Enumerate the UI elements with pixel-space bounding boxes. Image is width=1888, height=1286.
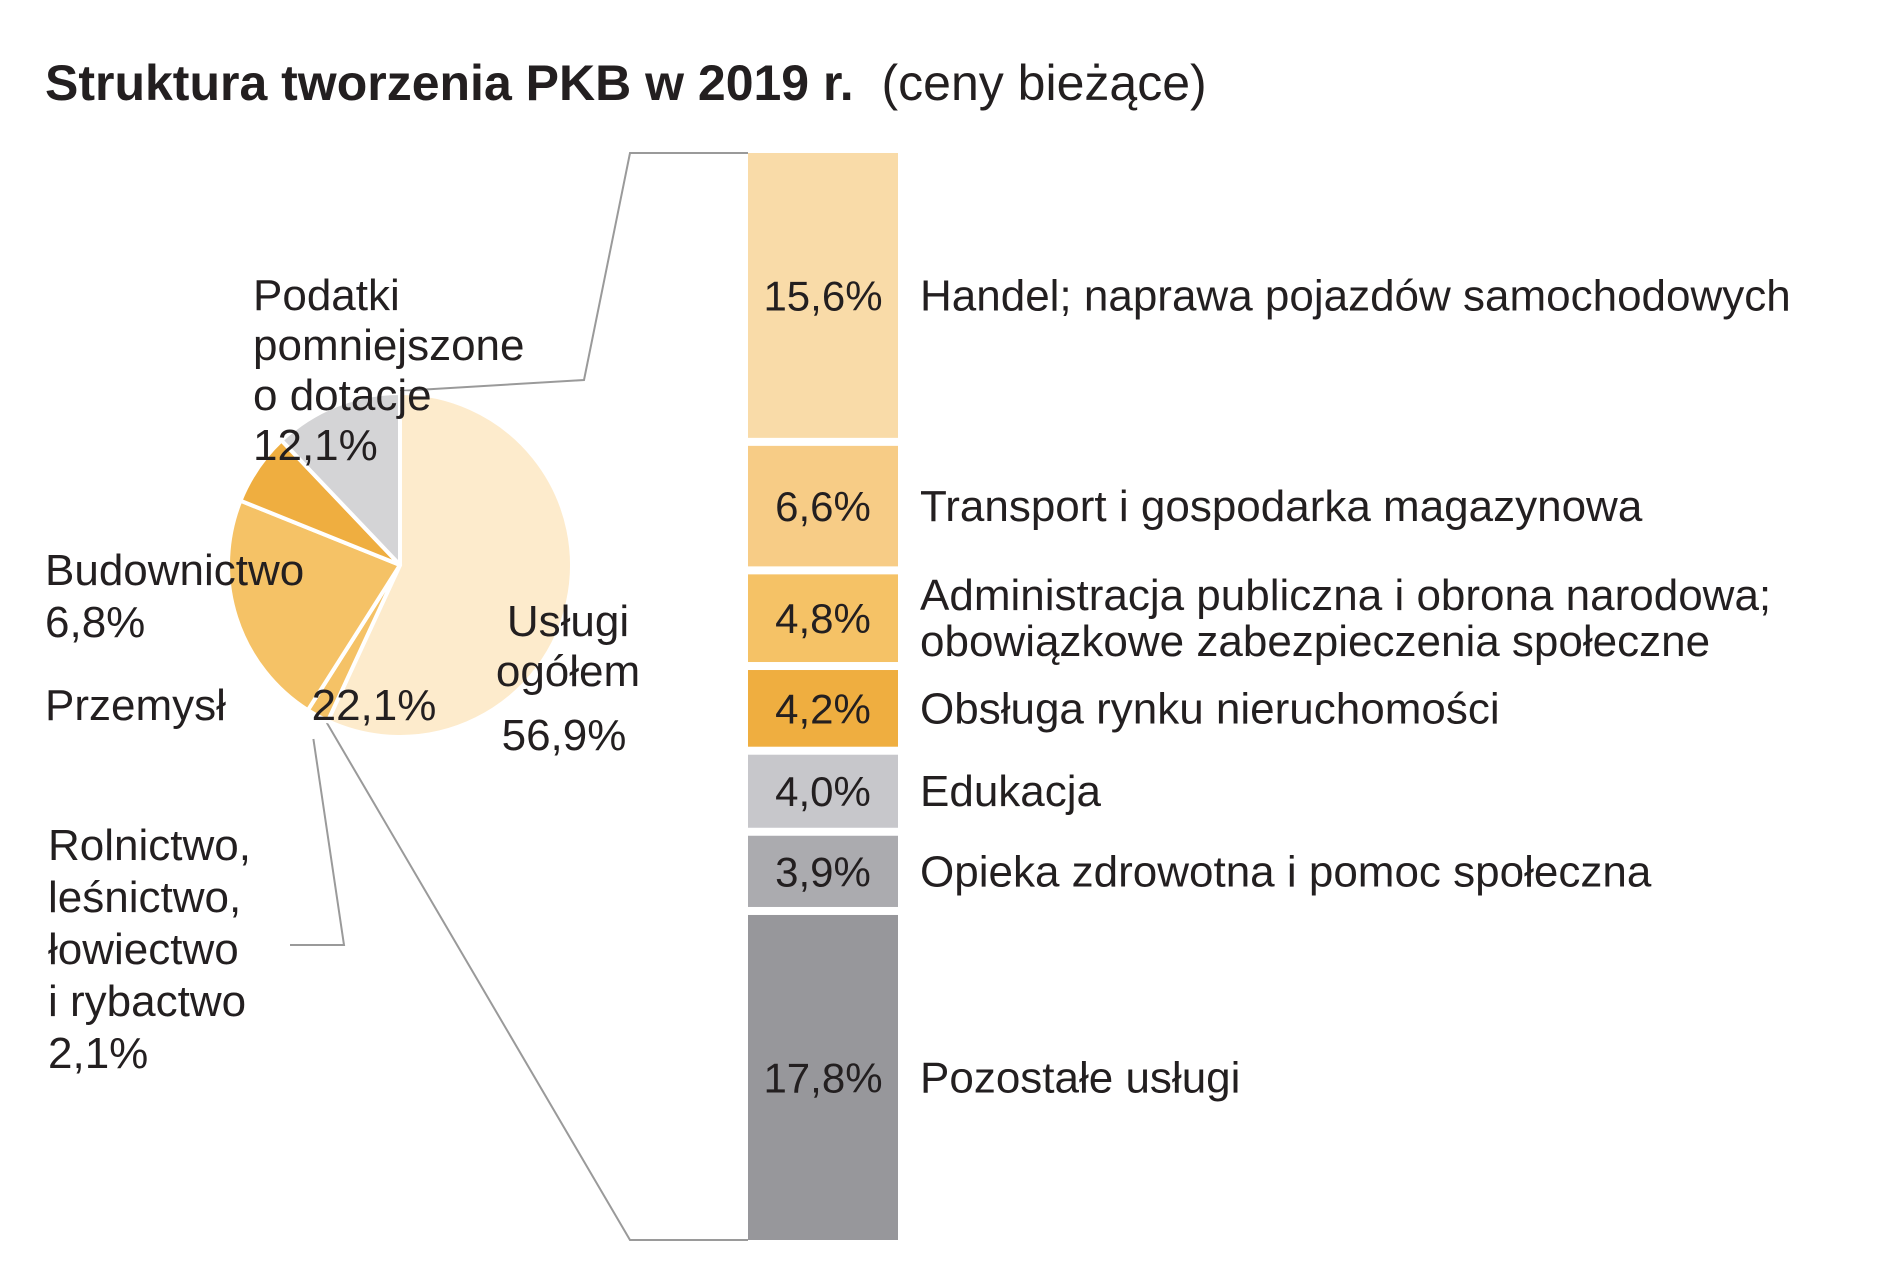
pie-label-podatki-line: o dotacje bbox=[253, 371, 432, 420]
bar-label-handel: Handel; naprawa pojazdów samochodowych bbox=[920, 271, 1791, 320]
pie-value-przemysl: 22,1% bbox=[312, 681, 437, 730]
pie-label-podatki: Podatki pomniejszone o dotacje 12,1% bbox=[253, 271, 525, 470]
connector-top bbox=[399, 152, 748, 392]
bar-value-nieruchomosci: 4,2% bbox=[775, 685, 871, 732]
bar-label-administracja-line: Administracja publiczna i obrona narodow… bbox=[920, 571, 1771, 620]
bar-segment-handel bbox=[748, 153, 898, 438]
bar-segment-opieka bbox=[748, 835, 898, 907]
pie-label-budownictwo: Budownictwo 6,8% bbox=[45, 546, 304, 647]
bar-label-edukacja: Edukacja bbox=[920, 767, 1102, 816]
bar-segment-nieruchomosci bbox=[748, 670, 898, 747]
pie-label-uslugi-line: ogółem bbox=[496, 647, 640, 696]
bar-segment-administracja bbox=[748, 574, 898, 663]
pie-label-uslugi: Usługi ogółem bbox=[496, 597, 640, 696]
pie-label-podatki-line: Podatki bbox=[253, 271, 400, 320]
bar-label-edukacja-line: Edukacja bbox=[920, 767, 1102, 816]
pie-label-przemysl-line: Przemysł bbox=[45, 681, 226, 730]
pie-value-przemysl-line: 22,1% bbox=[312, 681, 437, 730]
bar-segment-edukacja bbox=[748, 754, 898, 828]
pie-value-uslugi-line: 56,9% bbox=[502, 711, 627, 760]
chart-title: Struktura tworzenia PKB w 2019 r. (ceny … bbox=[45, 55, 1207, 111]
pie-label-budownictwo-line: Budownictwo bbox=[45, 546, 304, 595]
bar-label-opieka-line: Opieka zdrowotna i pomoc społeczna bbox=[920, 847, 1652, 896]
pie-slice-przemysl bbox=[226, 498, 402, 713]
pie-label-rolnictwo-line: leśnictwo, bbox=[48, 873, 241, 922]
bar-value-handel: 15,6% bbox=[763, 272, 882, 319]
pie-label-rolnictwo-line: Rolnictwo, bbox=[48, 821, 251, 870]
pie-slice-podatki bbox=[279, 391, 402, 567]
bar-label-pozostale-line: Pozostałe usługi bbox=[920, 1053, 1240, 1102]
bar-value-pozostale: 17,8% bbox=[763, 1055, 882, 1102]
bar-label-administracja: Administracja publiczna i obrona narodow… bbox=[920, 571, 1771, 666]
bar-value-transport: 6,6% bbox=[775, 483, 871, 530]
pie-label-budownictwo-line: 6,8% bbox=[45, 598, 145, 647]
bar-label-transport: Transport i gospodarka magazynowa bbox=[920, 482, 1643, 531]
bar-value-edukacja: 4,0% bbox=[775, 768, 871, 815]
bar-label-nieruchomosci: Obsługa rynku nieruchomości bbox=[920, 684, 1500, 733]
chart-title-sub: (ceny bieżące) bbox=[882, 55, 1207, 111]
pie-label-rolnictwo: Rolnictwo, leśnictwo, łowiectwo i rybactwo 2… bbox=[48, 821, 251, 1078]
pie-label-uslugi-line: Usługi bbox=[507, 597, 629, 646]
connector-bottom bbox=[326, 722, 748, 1241]
bar-segment-transport bbox=[748, 445, 898, 567]
bar-label-transport-line: Transport i gospodarka magazynowa bbox=[920, 482, 1643, 531]
connector-rolnictwo bbox=[290, 738, 346, 946]
pie-label-przemysl: Przemysł bbox=[45, 681, 226, 730]
bar-labels: 15,6% Handel; naprawa pojazdów samochodow… bbox=[763, 271, 1790, 1102]
pie-label-podatki-line: pomniejszone bbox=[253, 321, 525, 370]
pie-label-rolnictwo-line: 2,1% bbox=[48, 1029, 148, 1078]
stacked-bar bbox=[748, 153, 898, 1240]
bar-label-handel-line: Handel; naprawa pojazdów samochodowych bbox=[920, 271, 1791, 320]
chart-title-main: Struktura tworzenia PKB w 2019 r. bbox=[45, 55, 854, 111]
bar-value-administracja: 4,8% bbox=[775, 595, 871, 642]
bar-segment-pozostale bbox=[748, 914, 898, 1240]
pie-chart bbox=[226, 391, 574, 739]
pie-label-podatki-line: 12,1% bbox=[253, 421, 378, 470]
pie-slice-uslugi bbox=[325, 391, 574, 739]
pie-label-rolnictwo-line: łowiectwo bbox=[48, 925, 239, 974]
connector-lines bbox=[290, 152, 748, 1241]
bar-label-opieka: Opieka zdrowotna i pomoc społeczna bbox=[920, 847, 1652, 896]
pie-value-uslugi: 56,9% bbox=[502, 711, 627, 760]
bar-label-nieruchomosci-line: Obsługa rynku nieruchomości bbox=[920, 684, 1500, 733]
bar-label-administracja-line: obowiązkowe zabezpieczenia społeczne bbox=[920, 617, 1710, 666]
bar-label-pozostale: Pozostałe usługi bbox=[920, 1053, 1240, 1102]
pie-label-rolnictwo-line: i rybactwo bbox=[48, 977, 246, 1026]
bar-value-opieka: 3,9% bbox=[775, 848, 871, 895]
